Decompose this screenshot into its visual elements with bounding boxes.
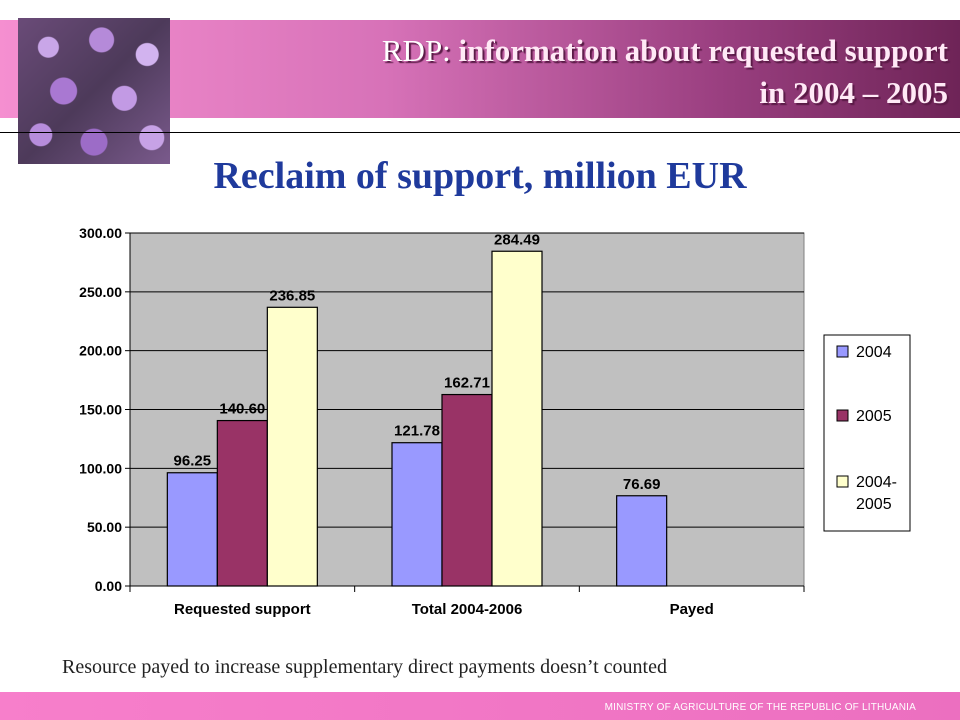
data-label: 140.60: [219, 401, 265, 418]
bar: [266, 306, 318, 587]
footer-ministry: MINISTRY OF AGRICULTURE OF THE REPUBLIC …: [604, 702, 916, 713]
bar: [216, 419, 268, 587]
title-line1: information about requested support: [458, 33, 948, 68]
legend-label: 2004-: [856, 474, 897, 491]
y-tick-label: 50.00: [87, 519, 122, 535]
slide-title: RDP: information about requested support…: [382, 30, 948, 114]
footer-band: MINISTRY OF AGRICULTURE OF THE REPUBLIC …: [0, 692, 960, 720]
data-label: 76.69: [623, 476, 661, 493]
legend-swatch: [836, 475, 849, 488]
bar: [166, 472, 218, 587]
y-tick-label: 0.00: [95, 578, 122, 594]
x-tick-label: Requested support: [174, 601, 311, 618]
title-line2: in 2004 – 2005: [759, 75, 948, 110]
data-label: 162.71: [444, 375, 490, 392]
legend-label: 2004: [856, 344, 892, 361]
data-label: 96.25: [174, 453, 212, 470]
data-label: 121.78: [394, 423, 440, 440]
legend-box: [823, 334, 911, 532]
x-tick-label: Payed: [670, 601, 714, 618]
legend-label: 2005: [856, 496, 892, 513]
legend-swatch: [836, 409, 849, 422]
y-tick-label: 250.00: [79, 284, 122, 300]
y-tick-label: 200.00: [79, 343, 122, 359]
hydrangea-photo-icon: [18, 18, 170, 164]
data-label: 284.49: [494, 231, 540, 248]
bar-chart: 0.00 50.00 100.00 150.00 200.00 250.00 300.00 R…: [79, 225, 911, 618]
bar: [441, 393, 493, 587]
y-tick-label: 100.00: [79, 460, 122, 476]
bar: [616, 495, 668, 587]
data-label: 236.85: [269, 287, 315, 304]
legend-label: 2005: [856, 408, 892, 425]
bar: [391, 442, 443, 587]
x-tick-label: Total 2004-2006: [412, 601, 523, 618]
footnote: Resource payed to increase supplementary…: [62, 656, 667, 678]
title-prefix: RDP:: [381, 33, 451, 68]
legend-swatch: [836, 345, 849, 358]
bar: [491, 250, 543, 587]
chart-title: Reclaim of support, million EUR: [213, 155, 747, 197]
header-divider: [0, 132, 960, 133]
y-tick-label: 300.00: [79, 225, 122, 241]
y-tick-label: 150.00: [79, 402, 122, 418]
